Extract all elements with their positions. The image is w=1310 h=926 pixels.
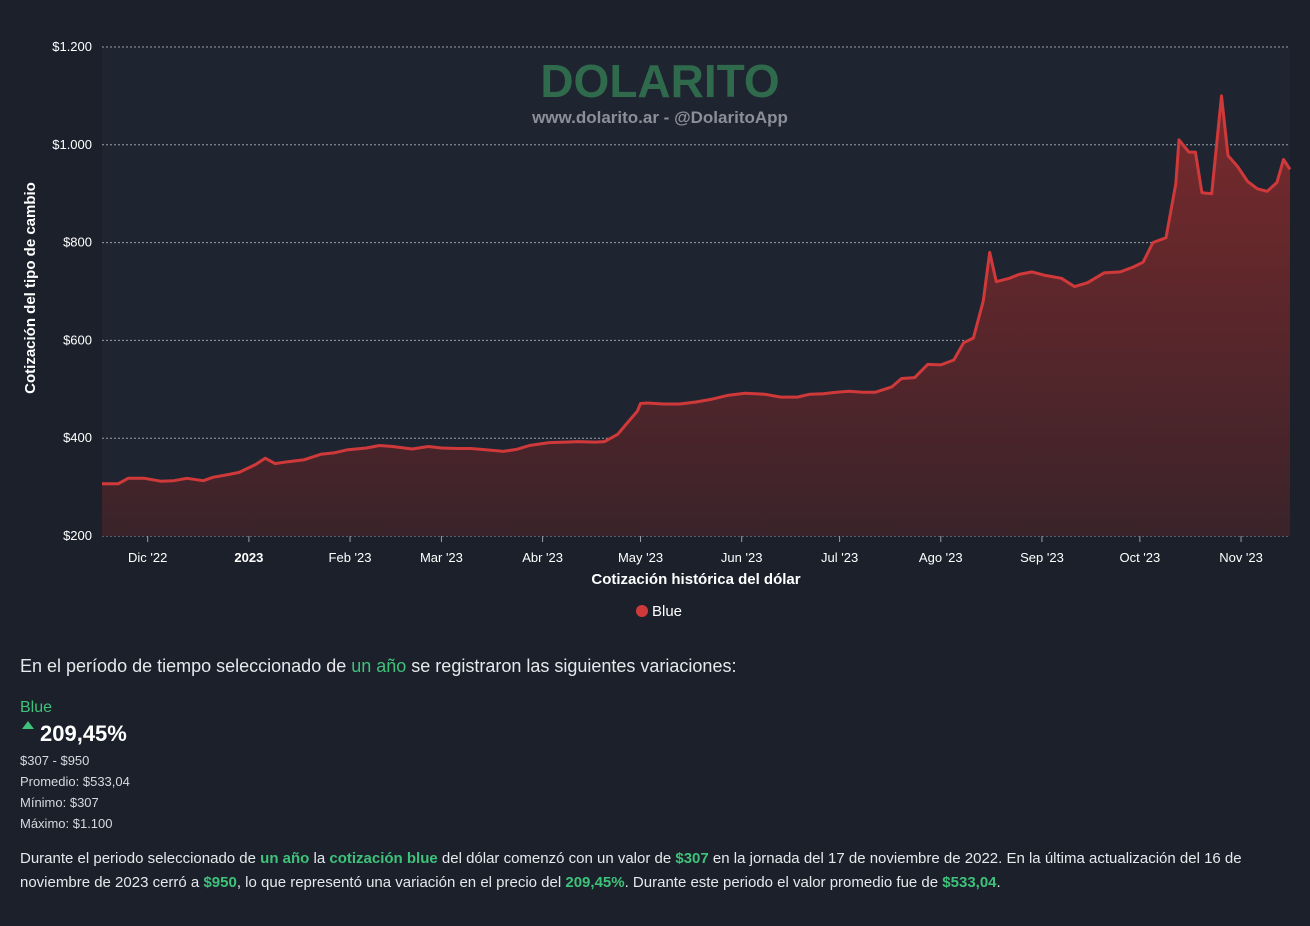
x-tick-label: Dic '22: [128, 550, 167, 565]
desc-text: en la jornada del 17 de noviembre de 202…: [20, 850, 1242, 891]
series-line-blue[interactable]: [102, 94, 1292, 486]
x-tick-label: Nov '23: [1219, 550, 1263, 565]
x-tick-label: Jun '23: [721, 550, 763, 565]
x-tick-label: Jul '23: [821, 550, 858, 565]
minimum-price: Mínimo: $307: [20, 795, 99, 810]
x-tick-label: Sep '23: [1020, 550, 1064, 565]
desc-period-link[interactable]: un año: [260, 850, 310, 867]
desc-text: del dólar comenzó con un valor de: [437, 850, 676, 867]
x-tick-label: 2023: [234, 550, 263, 565]
y-axis-title: Cotización del tipo de cambio: [22, 182, 39, 394]
summary-description: Durante el periodo seleccionado de un añ…: [20, 847, 1290, 895]
desc-blue-link[interactable]: cotización blue: [329, 850, 438, 867]
x-tick-label: Feb '23: [329, 550, 372, 565]
series-area-blue: [102, 95, 1290, 537]
desc-text: . Durante este periodo el valor promedio…: [624, 874, 943, 891]
intro-text-after: se registraron las siguientes variacione…: [406, 656, 737, 676]
y-tick-label: $200: [63, 528, 92, 543]
x-axis-title: Cotización histórica del dólar: [591, 571, 800, 588]
arrow-up-icon: [22, 721, 34, 729]
desc-text: Durante el periodo seleccionado de: [20, 850, 261, 867]
y-axis-ticks: $200 $400 $600 $800 $1.000 $1.200: [52, 39, 92, 543]
legend-marker-blue: [636, 605, 648, 617]
x-tick-label: Abr '23: [522, 550, 563, 565]
y-tick-label: $1.200: [52, 39, 92, 54]
x-tick-label: Ago '23: [919, 550, 963, 565]
variation-percentage: 209,45%: [40, 721, 127, 746]
x-tick-label: Mar '23: [420, 550, 463, 565]
legend-label-blue[interactable]: Blue: [652, 603, 682, 620]
maximum-price: Máximo: $1.100: [20, 816, 113, 831]
x-tick-label: May '23: [618, 550, 663, 565]
desc-end-value: $950: [203, 874, 237, 891]
desc-variation-value: 209,45%: [565, 874, 625, 891]
desc-text: , lo que representó una variación en el …: [236, 874, 566, 891]
y-tick-label: $400: [63, 430, 92, 445]
y-tick-label: $800: [63, 235, 92, 250]
variation-row: 209,45%: [20, 721, 1290, 747]
y-tick-label: $600: [63, 332, 92, 347]
price-range: $307 - $950: [20, 753, 90, 768]
desc-average-value: $533,04: [942, 874, 997, 891]
series-name: Blue: [20, 699, 53, 716]
x-axis-ticks: Dic '22 2023 Feb '23 Mar '23 Abr '23 May '23 J…: [128, 536, 1263, 565]
intro-text-before: En el período de tiempo seleccionado de: [20, 656, 352, 676]
variation-summary: En el período de tiempo seleccionado de …: [20, 656, 1290, 895]
legend[interactable]: Blue: [636, 603, 682, 620]
desc-text: la: [309, 850, 330, 867]
x-tick-label: Oct '23: [1119, 550, 1160, 565]
watermark-title: DOLARITO: [540, 55, 779, 107]
desc-text: .: [996, 874, 1001, 891]
average-price: Promedio: $533,04: [20, 774, 130, 789]
y-tick-label: $1.000: [52, 137, 92, 152]
chart-container: DOLARITO www.dolarito.ar - @DolaritoApp …: [22, 39, 1292, 620]
desc-start-value: $307: [675, 850, 709, 867]
summary-intro: En el período de tiempo seleccionado de …: [20, 656, 1290, 677]
period-link[interactable]: un año: [351, 656, 407, 676]
exchange-rate-chart: DOLARITO www.dolarito.ar - @DolaritoApp …: [22, 39, 1292, 620]
watermark-subtitle: www.dolarito.ar - @DolaritoApp: [531, 108, 788, 127]
